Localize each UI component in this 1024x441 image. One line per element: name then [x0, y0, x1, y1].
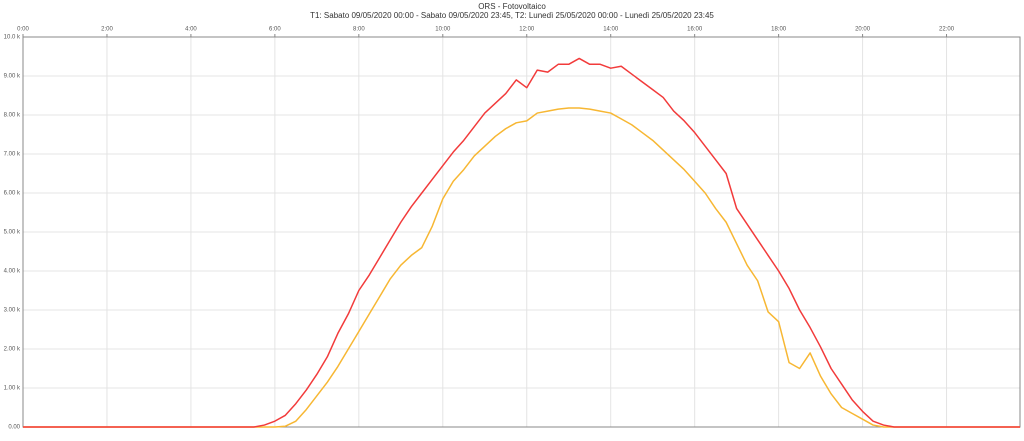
y-tick-label: 8.00 k	[4, 113, 21, 119]
x-tick-label: 22:00	[939, 27, 955, 33]
x-tick-label: 2:00	[101, 27, 113, 33]
x-tick-label: 14:00	[603, 27, 619, 33]
y-tick-label: 3.00 k	[4, 308, 21, 314]
y-tick-label: 10.0 k	[4, 35, 21, 41]
y-tick-label: 4.00 k	[4, 269, 21, 275]
x-tick-label: 4:00	[185, 27, 197, 33]
chart-title: ORS - Fotovoltaico	[478, 2, 546, 11]
plot-border	[22, 36, 1021, 428]
y-tick-label: 2.00 k	[4, 347, 21, 353]
x-tick-label: 8:00	[353, 27, 365, 33]
x-tick-label: 0:00	[17, 27, 29, 33]
x-tick-label: 16:00	[687, 27, 703, 33]
x-tick-label: 10:00	[435, 27, 451, 33]
x-tick-label: 20:00	[855, 27, 871, 33]
y-tick-label: 5.00 k	[4, 230, 21, 236]
y-tick-label: 1.00 k	[4, 386, 21, 392]
x-tick-label: 12:00	[519, 27, 535, 33]
series-line	[23, 57, 1020, 428]
y-tick-label: 0.00	[8, 425, 20, 431]
y-tick-label: 9.00 k	[4, 74, 21, 80]
y-tick-label: 6.00 k	[4, 191, 21, 197]
x-tick-label: 18:00	[771, 27, 787, 33]
y-tick-label: 7.00 k	[4, 152, 21, 158]
x-tick-label: 6:00	[269, 27, 281, 33]
chart-subtitle: T1: Sabato 09/05/2020 00:00 - Sabato 09/…	[310, 11, 714, 20]
